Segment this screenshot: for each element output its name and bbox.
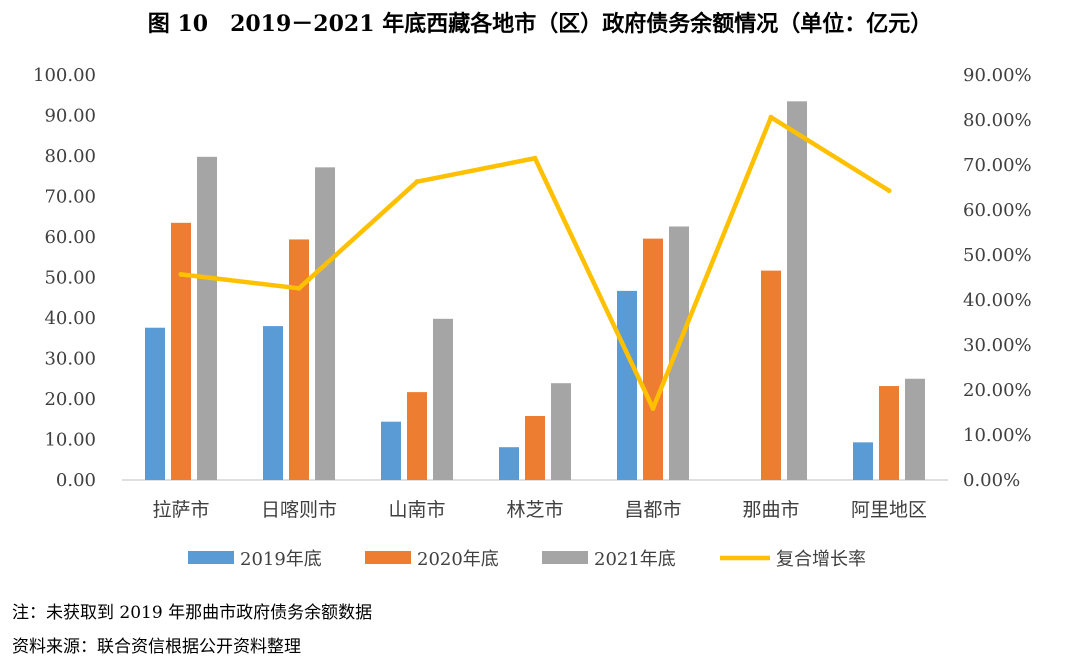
right-axis-tick-label: 20.00% — [963, 380, 1032, 401]
chart-legend: 2019年底 2020年底 2021年底 复合增长率 — [188, 549, 866, 570]
left-axis-tick-label: 10.00 — [44, 430, 96, 451]
legend-label: 2020年底 — [417, 549, 499, 570]
chart-title: 图 10 2019－2021 年底西藏各地市（区）政府债务余额情况（单位：亿元） — [147, 11, 933, 37]
bar — [643, 238, 663, 480]
legend-swatch — [542, 551, 588, 564]
line-point — [532, 155, 538, 161]
bar — [787, 101, 807, 480]
legend-swatch — [188, 551, 234, 564]
left-axis-tick-label: 80.00 — [44, 146, 96, 167]
right-axis-tick-label: 50.00% — [963, 245, 1032, 266]
left-axis-tick-label: 20.00 — [44, 389, 96, 410]
line-point — [650, 405, 656, 411]
left-axis-tick-label: 0.00 — [56, 470, 96, 491]
growth-rate-line — [178, 114, 892, 411]
bar — [263, 326, 283, 480]
right-axis-tick-label: 10.00% — [963, 425, 1032, 446]
bar — [171, 222, 191, 480]
category-label: 山南市 — [388, 499, 445, 521]
bar — [407, 392, 427, 480]
legend-swatch — [365, 551, 411, 564]
right-axis-tick-label: 90.00% — [963, 65, 1032, 86]
line-point — [414, 179, 420, 185]
chart-bars — [145, 101, 925, 480]
category-label: 拉萨市 — [152, 499, 209, 521]
legend-label: 复合增长率 — [776, 549, 866, 570]
bar — [315, 167, 335, 480]
bar — [853, 442, 873, 480]
category-label: 阿里地区 — [851, 499, 927, 521]
footnote: 注：未获取到 2019 年那曲市政府债务余额数据 — [12, 603, 373, 623]
left-axis-tick-label: 90.00 — [44, 106, 96, 127]
category-label: 那曲市 — [742, 499, 799, 521]
line-point — [296, 285, 302, 291]
line-point — [178, 271, 184, 277]
source-note: 资料来源：联合资信根据公开资料整理 — [12, 637, 301, 657]
bar — [879, 386, 899, 480]
bar — [617, 290, 637, 480]
bar — [905, 378, 925, 480]
bar-line-chart: 0.00 10.00 20.00 30.00 40.00 50.00 60.00 70.00 8… — [33, 65, 1032, 570]
left-axis-tick-label: 70.00 — [44, 187, 96, 208]
bar — [669, 226, 689, 480]
left-axis-tick-label: 50.00 — [44, 268, 96, 289]
bar — [197, 156, 217, 480]
right-axis-tick-label: 30.00% — [963, 335, 1032, 356]
bar — [145, 327, 165, 480]
left-axis-tick-label: 30.00 — [44, 349, 96, 370]
chart-axes: 0.00 10.00 20.00 30.00 40.00 50.00 60.00 70.00 8… — [33, 65, 1032, 521]
left-axis-tick-label: 40.00 — [44, 308, 96, 329]
bar — [433, 318, 453, 480]
bar — [761, 270, 781, 480]
right-axis-tick-label: 40.00% — [963, 290, 1032, 311]
category-label: 日喀则市 — [261, 499, 337, 521]
legend-label: 2021年底 — [594, 549, 676, 570]
line-point — [886, 188, 892, 194]
category-label: 昌都市 — [624, 499, 681, 521]
right-axis-tick-label: 70.00% — [963, 155, 1032, 176]
bar — [551, 383, 571, 480]
left-axis-tick-label: 100.00 — [33, 65, 96, 86]
right-axis-tick-label: 0.00% — [963, 470, 1020, 491]
line-point — [768, 114, 774, 120]
right-axis-tick-label: 80.00% — [963, 110, 1032, 131]
category-label: 林芝市 — [506, 499, 563, 521]
bar — [525, 416, 545, 480]
bar — [381, 421, 401, 480]
bar — [499, 447, 519, 480]
right-axis-tick-label: 60.00% — [963, 200, 1032, 221]
bar — [289, 239, 309, 480]
growth-rate-polyline — [178, 115, 892, 411]
legend-label: 2019年底 — [240, 549, 322, 570]
left-axis-tick-label: 60.00 — [44, 227, 96, 248]
